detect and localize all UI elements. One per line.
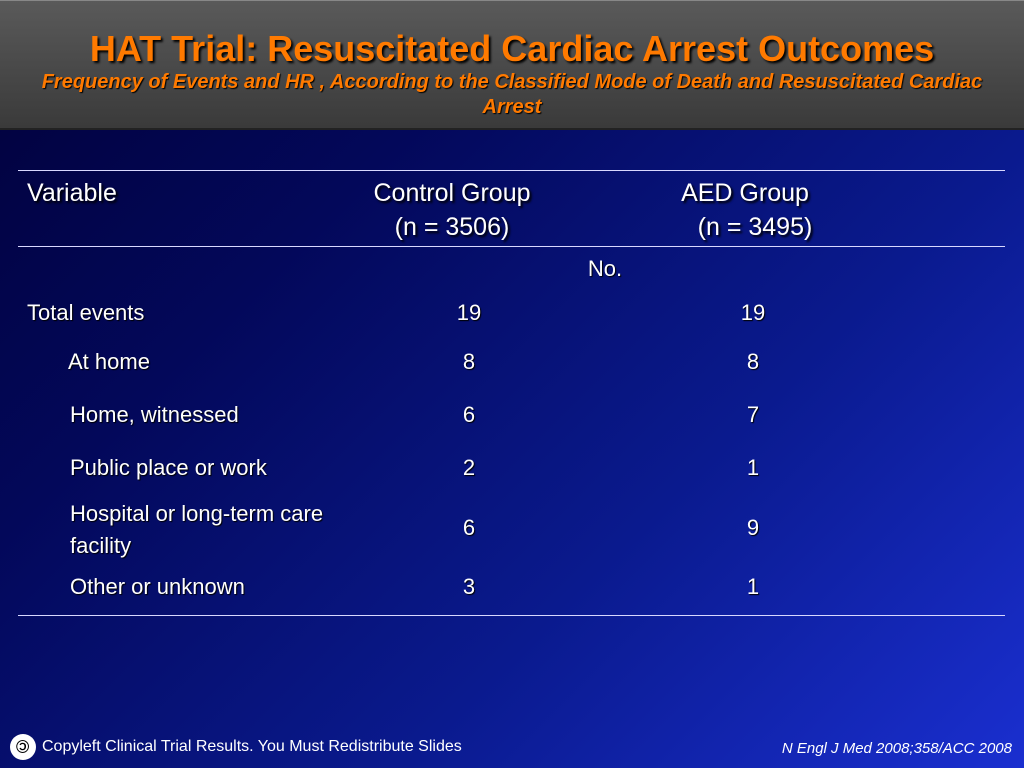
row-label: Home, witnessed — [70, 402, 239, 427]
row-control-value: 6 — [462, 515, 476, 540]
table-header-rule — [18, 246, 1005, 247]
row-aed-value: 19 — [740, 300, 766, 325]
row-control-value: 19 — [456, 300, 482, 325]
row-aed-value: 7 — [746, 402, 760, 427]
header-aed-n: (n = 3495) — [697, 213, 813, 241]
row-aed-value: 8 — [746, 349, 760, 374]
row-aed-value: 1 — [746, 574, 760, 599]
header-control-group: Control Group — [373, 179, 531, 207]
row-label: Total events — [27, 300, 145, 325]
row-label: Hospital or long-term care facility — [70, 501, 324, 558]
header-control-n: (n = 3506) — [394, 213, 510, 241]
unit-label: No. — [587, 256, 623, 281]
row-control-value: 3 — [462, 574, 476, 599]
row-label: Other or unknown — [70, 574, 245, 599]
slide-title: HAT Trial: Resuscitated Cardiac Arrest O… — [89, 28, 935, 69]
row-aed-value: 9 — [746, 515, 760, 540]
row-label: At home — [68, 349, 150, 374]
row-label: Public place or work — [70, 455, 267, 480]
row-control-value: 2 — [462, 455, 476, 480]
slide-header: HAT Trial: Resuscitated Cardiac Arrest O… — [0, 0, 1024, 130]
citation: N Engl J Med 2008;358/ACC 2008 — [781, 740, 1012, 757]
table-bottom-rule — [18, 615, 1005, 616]
row-control-value: 8 — [462, 349, 476, 374]
copyleft-icon: © — [10, 734, 36, 760]
table-top-rule — [18, 170, 1005, 171]
copyleft-text: Copyleft Clinical Trial Results. You Mus… — [42, 738, 462, 755]
header-variable: Variable — [27, 179, 117, 207]
row-control-value: 6 — [462, 402, 476, 427]
row-aed-value: 1 — [746, 455, 760, 480]
slide-subtitle: Frequency of Events and HR , According t… — [41, 71, 983, 118]
copyleft-notice: © Copyleft Clinical Trial Results. You M… — [10, 734, 462, 760]
header-aed-group: AED Group — [681, 179, 809, 207]
